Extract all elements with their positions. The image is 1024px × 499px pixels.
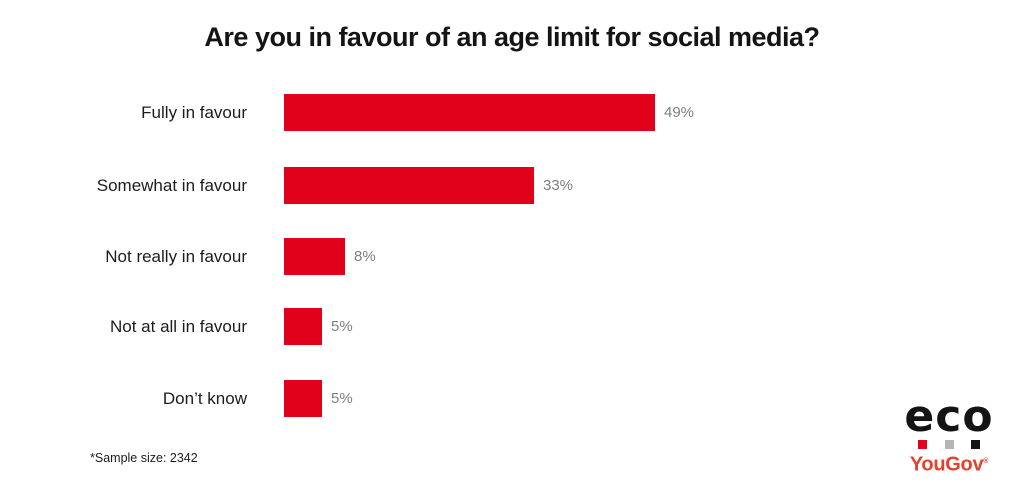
yougov-logo-text: YouGov®	[903, 452, 995, 475]
black-square-icon	[971, 440, 980, 449]
value-label: 49%	[664, 104, 695, 121]
chart-row: Not at all in favour 5%	[0, 308, 1024, 345]
red-square-icon	[918, 440, 927, 449]
value-label: 5%	[331, 318, 353, 335]
eco-logo-squares	[918, 440, 980, 449]
value-label: 33%	[543, 177, 574, 194]
category-label: Don’t know	[162, 389, 247, 408]
registered-trademark-icon: ®	[983, 458, 989, 465]
yougov-wordmark: YouGov	[909, 453, 984, 476]
bar	[284, 308, 322, 345]
chart-row: Not really in favour 8%	[0, 238, 1024, 275]
chart-row: Don’t know 5%	[0, 380, 1024, 417]
chart-row: Somewhat in favour 33%	[0, 167, 1024, 204]
bar	[284, 94, 655, 131]
bar	[284, 380, 322, 417]
category-label: Somewhat in favour	[96, 176, 247, 195]
gray-square-icon	[944, 440, 954, 449]
category-label: Not really in favour	[105, 247, 247, 266]
value-label: 5%	[331, 390, 353, 407]
sample-size-footnote: *Sample size: 2342	[90, 451, 198, 465]
value-label: 8%	[354, 248, 376, 265]
eco-yougov-logo: eco YouGov®	[903, 391, 995, 475]
category-label: Not at all in favour	[109, 317, 247, 336]
bar	[284, 238, 345, 275]
bar	[284, 167, 534, 204]
category-label: Fully in favour	[141, 103, 247, 122]
chart-row: Fully in favour 49%	[0, 94, 1024, 131]
eco-logo-text: eco	[904, 391, 994, 442]
chart-title: Are you in favour of an age limit for so…	[204, 22, 820, 52]
